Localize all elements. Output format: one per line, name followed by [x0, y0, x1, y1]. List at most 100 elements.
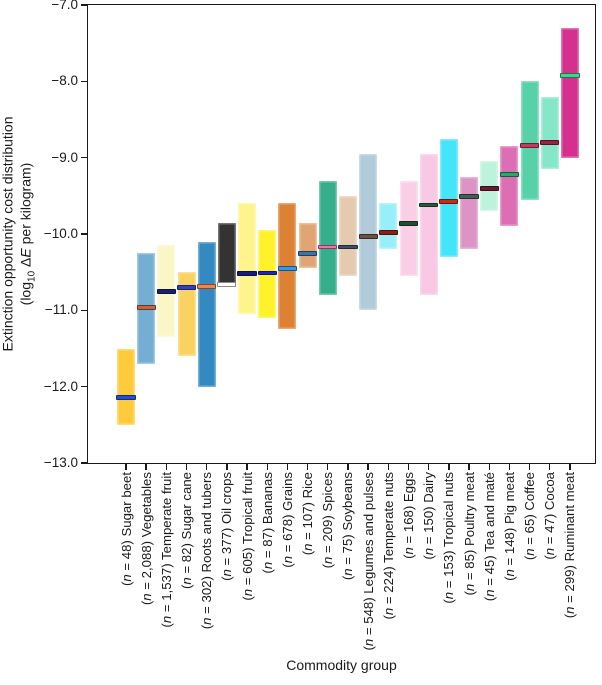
median-line-poultry-meat — [459, 194, 479, 199]
x-tick — [448, 463, 450, 470]
x-tick — [206, 463, 208, 470]
bar-poultry-meat — [460, 176, 479, 250]
x-tick-label-cocoa: (n = 47) Cocoa — [542, 472, 558, 560]
y-tick — [80, 80, 88, 83]
median-line-roots-and-tubers — [197, 284, 217, 290]
median-line-sugar-cane — [176, 285, 197, 290]
x-tick — [407, 463, 410, 470]
x-tick — [226, 463, 228, 470]
median-line-temperate-fruit — [156, 288, 176, 294]
x-tick-label-dairy: (n = 150) Dairy — [421, 472, 437, 560]
median-line-ruminant-meat — [560, 72, 580, 78]
y-tick-label: −11.0 — [44, 302, 78, 318]
x-tick-label-coffee: (n = 65) Coffee — [522, 472, 538, 561]
median-line-dairy — [419, 202, 439, 208]
median-line-soybeans — [338, 244, 358, 250]
median-line-oil-crops — [217, 281, 237, 287]
y-tick-label: −7.0 — [51, 0, 78, 12]
y-tick-label: −10.0 — [43, 226, 78, 241]
x-tick-label-bananas: (n = 87) Bananas — [259, 472, 275, 574]
bar-rice — [298, 222, 317, 269]
median-line-legumes-and-pulses — [358, 233, 378, 239]
median-line-eggs — [398, 220, 419, 226]
x-tick — [367, 463, 369, 470]
x-tick-label-pig-meat: (n = 148) Pig meat — [501, 472, 517, 581]
bar-eggs — [399, 180, 418, 276]
x-tick — [286, 463, 289, 470]
x-tick-label-tropical-nuts: (n = 153) Tropical nuts — [441, 472, 457, 604]
x-tick-label-rice: (n = 107) Rice — [300, 472, 316, 556]
median-line-vegetables — [136, 304, 156, 310]
x-tick — [145, 463, 147, 470]
x-tick-label-legumes-and-pulses: (n = 548) Legumes and pulses — [360, 472, 376, 651]
x-tick — [246, 463, 248, 470]
x-tick — [468, 463, 470, 470]
bar-ruminant-meat — [560, 27, 579, 158]
x-tick-label-roots-and-tubers: (n = 302) Roots and tubers — [199, 472, 215, 630]
y-tick — [80, 4, 88, 6]
median-line-sugar-beet — [116, 394, 136, 400]
x-tick-label-temperate-nuts: (n = 224) Temperate nuts — [380, 472, 396, 620]
bar-temperate-nuts — [379, 203, 398, 250]
bar-spices — [318, 180, 337, 296]
bar-pig-meat — [500, 146, 519, 227]
bar-sugar-beet — [117, 348, 135, 425]
x-tick — [549, 463, 551, 470]
y-tick-label: −13.0 — [43, 455, 78, 470]
x-tick — [327, 463, 329, 470]
x-tick — [428, 463, 430, 470]
x-tick-label-vegetables: (n = 2,088) Vegetables — [138, 472, 154, 606]
median-line-cocoa — [540, 140, 560, 145]
x-tick-label-eggs: (n = 168) Eggs — [401, 472, 417, 559]
y-tick-label: −9.0 — [51, 149, 78, 165]
x-tick-label-sugar-cane: (n = 82) Sugar cane — [179, 472, 195, 589]
x-tick — [125, 463, 127, 470]
median-line-tropical-nuts — [439, 198, 459, 204]
bar-tropical-fruit — [238, 203, 257, 315]
bar-legumes-and-pulses — [359, 153, 378, 311]
x-axis-title: Commodity group — [286, 657, 397, 673]
median-line-coffee — [520, 143, 540, 148]
y-tick — [80, 309, 88, 312]
x-tick-label-spices: (n = 209) Spices — [320, 472, 336, 569]
bar-cocoa — [540, 96, 559, 170]
x-tick — [488, 463, 490, 470]
x-tick-label-sugar-beet: (n = 48) Sugar beet — [118, 472, 134, 587]
median-line-bananas — [257, 270, 277, 276]
y-tick — [80, 462, 88, 464]
x-tick-label-grains: (n = 678) Grains — [279, 472, 295, 568]
x-tick — [569, 463, 571, 470]
y-tick — [80, 385, 88, 388]
y-axis-title-line1: Extinction opportunity cost distribution — [0, 116, 16, 352]
x-tick — [185, 463, 188, 470]
x-tick — [306, 463, 309, 470]
x-tick-label-ruminant-meat: (n = 299) Ruminant meat — [562, 472, 578, 619]
median-line-pig-meat — [499, 172, 519, 177]
x-tick-label-poultry-meat: (n = 85) Poultry meat — [461, 472, 477, 596]
median-line-grains — [277, 265, 298, 271]
bar-roots-and-tubers — [197, 241, 216, 387]
median-line-tea-and-mat — [479, 185, 499, 191]
x-tick-label-soybeans: (n = 75) Soybeans — [340, 472, 356, 581]
x-tick — [528, 463, 531, 470]
median-line-temperate-nuts — [378, 230, 398, 235]
y-tick — [80, 233, 88, 235]
y-tick-label: −12.0 — [43, 378, 78, 394]
median-line-spices — [318, 244, 338, 250]
median-line-tropical-fruit — [237, 271, 257, 277]
y-axis-title-line2: (log10 ΔE per kilogram) — [17, 162, 37, 306]
x-tick-label-oil-crops: (n = 377) Oil crops — [219, 472, 235, 581]
y-axis-title: Extinction opportunity cost distribution… — [0, 116, 40, 351]
y-tick-label: −8.0 — [51, 73, 78, 89]
bar-soybeans — [338, 195, 357, 276]
bar-sugar-cane — [177, 272, 196, 357]
y-tick — [80, 156, 88, 159]
bar-oil-crops — [217, 222, 236, 288]
x-tick — [266, 463, 268, 470]
median-line-rice — [298, 251, 318, 257]
x-tick — [347, 463, 349, 470]
x-tick — [165, 463, 168, 470]
x-tick-label-temperate-fruit: (n = 1,537) Temperate fruit — [158, 472, 174, 628]
bar-dairy — [419, 153, 438, 296]
